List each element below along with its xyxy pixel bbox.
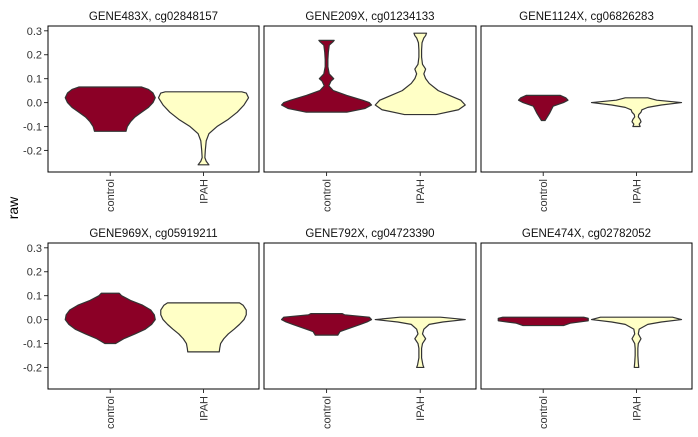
y-tick-label: 0.2 (27, 267, 42, 279)
violin-control (64, 86, 156, 132)
x-tick-label: control (538, 396, 550, 429)
violin-ipah (160, 302, 247, 353)
y-tick-label: 0.3 (27, 26, 42, 38)
x-tick-label: control (105, 179, 117, 212)
violin-control (64, 292, 156, 345)
x-tick-label: control (322, 179, 334, 212)
y-tick-label: -0.1 (23, 339, 42, 351)
panel-frame (480, 25, 693, 173)
panel-title: GENE209X, cg01234133 (305, 11, 434, 23)
panel-title: GENE474X, cg02782052 (522, 228, 651, 240)
x-tick-label: control (105, 396, 117, 429)
x-tick-label: IPAH (415, 396, 427, 421)
y-tick-label: -0.2 (23, 362, 42, 374)
panel-frame (47, 242, 260, 390)
y-tick-label: -0.1 (23, 122, 42, 134)
violin-control (280, 313, 373, 336)
x-tick-label: IPAH (632, 396, 644, 421)
panel-title: GENE792X, cg04723390 (305, 228, 434, 240)
x-tick-label: IPAH (199, 396, 211, 421)
x-tick-label: IPAH (199, 179, 211, 204)
panel-frame (263, 242, 477, 390)
y-tick-label: 0.2 (27, 50, 42, 62)
violin-ipah (157, 91, 250, 166)
x-tick-label: IPAH (415, 179, 427, 204)
y-tick-label: 0.1 (27, 74, 42, 86)
x-tick-label: control (538, 179, 550, 212)
y-axis-label: raw (5, 196, 21, 219)
y-tick-label: -0.2 (23, 145, 42, 157)
violin-ipah (590, 97, 683, 128)
panel-title: GENE1124X, cg06826283 (519, 11, 654, 23)
violin-control (280, 39, 373, 113)
y-tick-label: 0.0 (27, 98, 42, 110)
panel-title: GENE483X, cg02848157 (89, 11, 218, 23)
panel-title: GENE969X, cg05919211 (89, 228, 217, 240)
panel-frame (47, 25, 260, 173)
violin-ipah (590, 316, 683, 369)
violin-control (517, 94, 569, 122)
violin-ipah (374, 32, 466, 116)
x-tick-label: control (322, 396, 334, 429)
y-tick-label: 0.3 (27, 243, 42, 255)
x-tick-label: IPAH (632, 179, 644, 204)
panel-frame (480, 242, 693, 390)
panel-frame (263, 25, 477, 173)
violin-control (497, 316, 589, 327)
y-tick-label: 0.1 (27, 291, 42, 303)
violin-ipah (374, 316, 466, 369)
y-tick-label: 0.0 (27, 315, 42, 327)
